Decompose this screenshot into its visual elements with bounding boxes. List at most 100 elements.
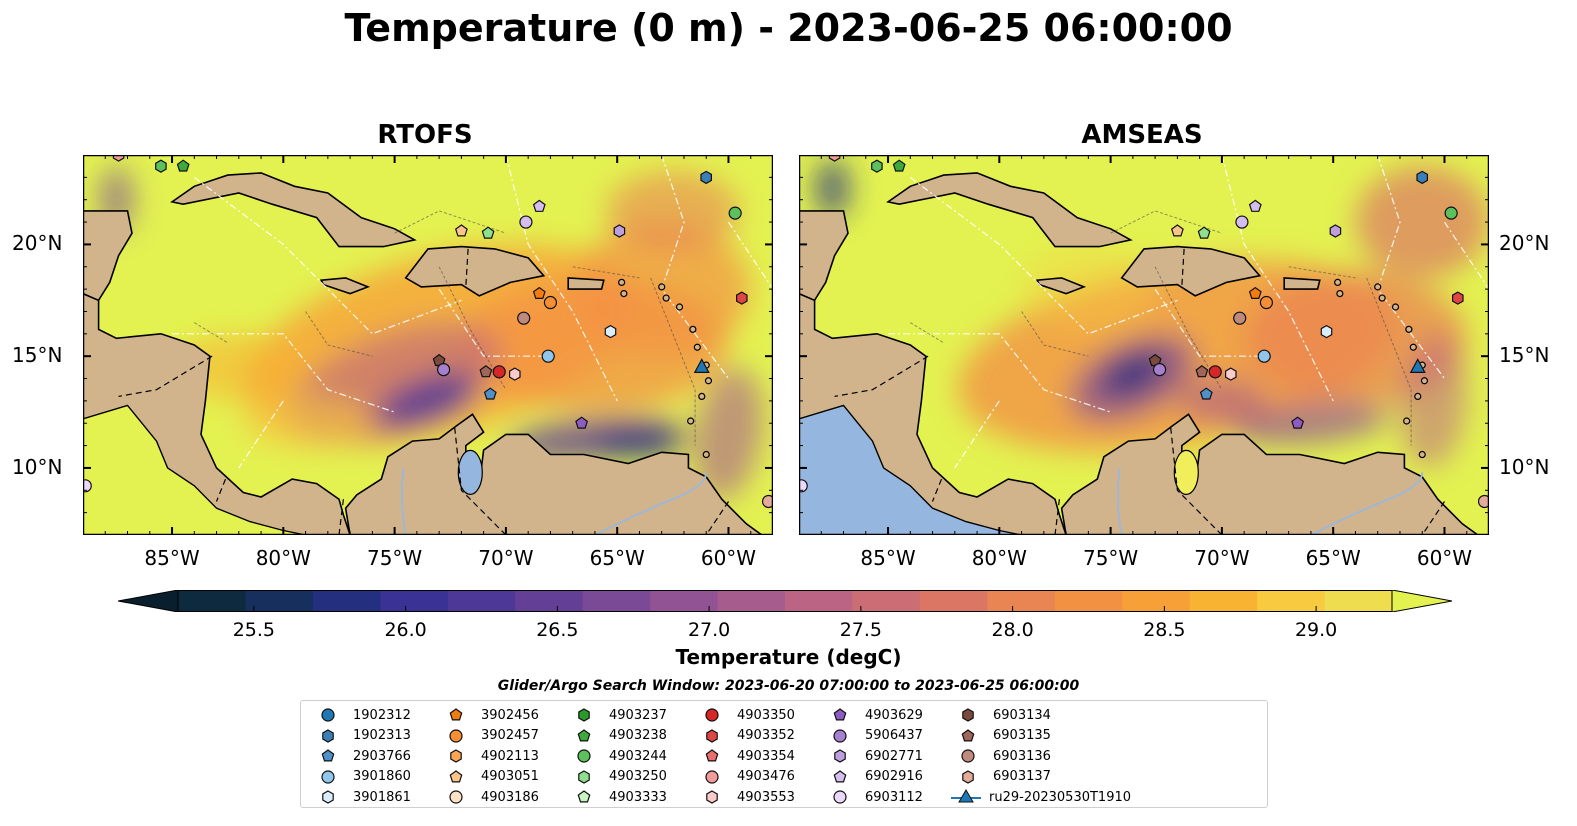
colorbar-extend-high <box>1391 589 1453 613</box>
legend-label: 2903766 <box>353 748 411 764</box>
glider-legend-icon <box>951 789 981 803</box>
legend-marker <box>322 728 334 743</box>
float-marker <box>1259 295 1274 310</box>
legend-label: ru29-20230530T1910 <box>989 789 1132 805</box>
legend-marker <box>321 708 335 722</box>
legend-label: 6903134 <box>993 707 1051 723</box>
legend-entry: 6903136 <box>951 746 1051 766</box>
map-panel-rtofs <box>83 155 773 535</box>
colorbar-bar <box>117 589 1453 613</box>
float-marker <box>728 206 742 220</box>
legend-label: 4903629 <box>865 707 923 723</box>
float-marker <box>700 170 713 185</box>
legend-marker <box>833 790 847 804</box>
legend-label: 6903137 <box>993 769 1051 784</box>
float-legend-icon <box>449 728 463 743</box>
float-marker <box>1329 224 1342 238</box>
legend-marker <box>449 728 463 743</box>
legend-label: 4903237 <box>609 707 667 723</box>
legend-label: 3901861 <box>353 789 411 805</box>
float-legend-icon <box>962 769 974 784</box>
float-marker <box>532 199 546 212</box>
y-tick-label-left: 15°N <box>12 343 63 368</box>
legend-label: 4903350 <box>737 707 795 723</box>
legend-entry: 3902456 <box>439 705 539 725</box>
legend-label: 4903250 <box>609 769 667 784</box>
colorbar-bin <box>1189 590 1258 612</box>
x-tick-label: 60°W <box>700 546 757 570</box>
legend-entry: ru29-20230530T1910 <box>951 787 1131 807</box>
small-island <box>704 377 713 385</box>
float-marker <box>1199 387 1213 400</box>
colorbar-bin <box>582 590 651 612</box>
x-tick-label: 80°W <box>255 546 311 570</box>
float-legend-icon <box>705 749 719 762</box>
small-island <box>620 289 628 298</box>
float-marker <box>1208 365 1222 379</box>
float-legend-icon <box>321 708 335 722</box>
float-marker <box>1451 291 1464 305</box>
map-canvas <box>83 155 773 535</box>
float-marker <box>519 215 533 229</box>
legend-entry: 4902113 <box>439 746 539 766</box>
float-marker <box>176 159 190 172</box>
float-marker <box>1477 494 1489 509</box>
float-marker <box>479 365 493 378</box>
colorbar-bin <box>717 590 786 612</box>
x-tick-label: 70°W <box>1194 546 1250 570</box>
legend-marker <box>321 769 335 784</box>
float-legend-icon <box>578 708 590 722</box>
colorbar-title: Temperature (degC) <box>675 645 902 669</box>
x-tick-label: 65°W <box>589 546 645 570</box>
legend-entry: 6903137 <box>951 767 1051 787</box>
float-marker <box>604 324 617 339</box>
legend-label: 4903333 <box>609 789 667 805</box>
small-island <box>1420 377 1429 385</box>
legend-entry: 4903237 <box>567 705 667 725</box>
y-tick-label-left: 20°N <box>12 231 63 256</box>
float-marker <box>828 155 841 162</box>
float-marker <box>1257 349 1271 363</box>
float-legend-icon <box>834 749 846 763</box>
float-legend-icon <box>322 790 334 804</box>
colorbar-bin <box>1122 590 1191 612</box>
legend-marker <box>577 790 591 803</box>
float-legend-icon <box>578 769 590 784</box>
legend-entry: 1902312 <box>311 705 411 725</box>
float-marker <box>454 224 468 237</box>
legend-marker <box>833 769 847 782</box>
lake-maracaibo <box>1173 449 1199 496</box>
float-marker <box>1152 362 1167 377</box>
colorbar-bin <box>380 590 449 612</box>
x-tick-label: 60°W <box>1416 546 1473 570</box>
legend-label: 4903051 <box>481 769 539 784</box>
glider-marker <box>1409 358 1426 373</box>
legend-label: 3901860 <box>353 769 411 784</box>
legend-marker <box>833 708 847 721</box>
land-cuba <box>170 172 417 248</box>
land-yucatan <box>83 210 133 302</box>
small-island <box>662 294 670 302</box>
colorbar-tick-label: 27.5 <box>839 619 883 641</box>
colorbar-tick-label: 26.0 <box>384 619 427 641</box>
land-puertorico <box>1283 277 1321 290</box>
small-island <box>689 325 697 333</box>
colorbar-bin <box>1324 590 1393 612</box>
legend-label: 1902312 <box>353 707 411 723</box>
map-frame <box>799 155 1489 535</box>
colorbar-tick-label: 28.0 <box>991 619 1034 641</box>
legend-entry: 4903350 <box>695 705 795 725</box>
legend-entry: 3901860 <box>311 767 411 787</box>
float-marker <box>112 155 125 162</box>
y-tick-label-left: 10°N <box>12 454 63 479</box>
legend-marker <box>449 769 463 782</box>
float-marker <box>1170 224 1184 237</box>
float-marker <box>613 224 626 238</box>
legend-label: 4902113 <box>481 748 539 764</box>
colorbar-bin <box>785 590 853 612</box>
colorbar-bin <box>919 590 988 612</box>
legend-entry: 4903333 <box>567 787 667 807</box>
colorbar-bin <box>1054 590 1123 612</box>
float-marker <box>1416 170 1429 185</box>
float-marker <box>492 365 506 379</box>
